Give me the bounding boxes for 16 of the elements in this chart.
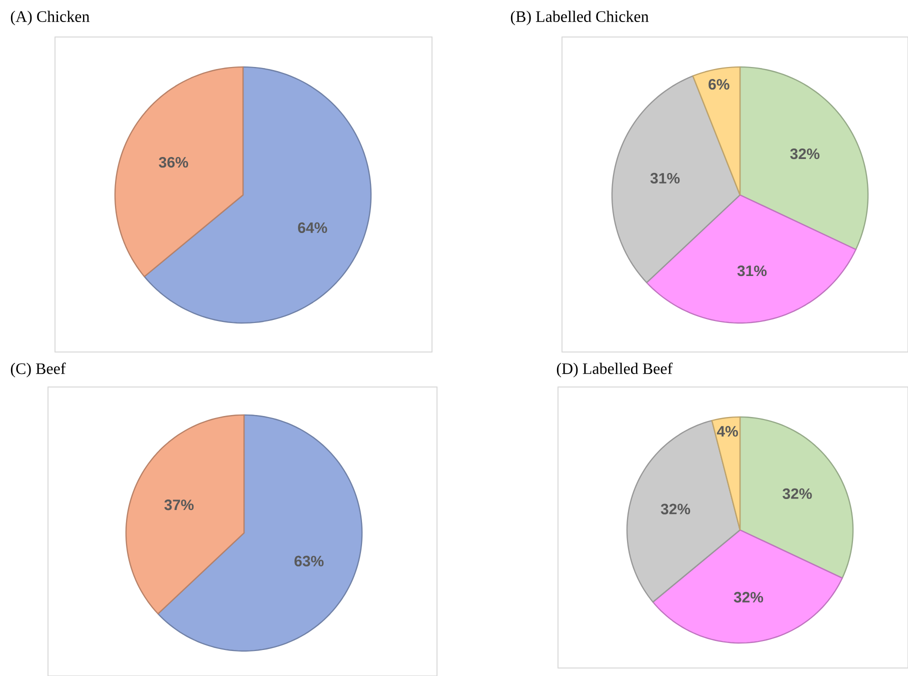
chart-title: (B) Labelled Chicken [510,10,649,26]
data-label: 37% [164,500,194,510]
data-label: 32% [734,592,764,603]
data-label: 32% [660,504,690,514]
data-label: 4% [716,426,738,437]
data-label: 32% [782,488,812,499]
chart-title: (A) Chicken [10,10,90,26]
data-label: 64% [298,222,328,233]
data-label: 31% [650,172,680,184]
data-label: 63% [294,556,324,566]
data-label: 31% [737,266,767,276]
chart-title: (D) Labelled Beef [556,362,673,378]
data-label: 32% [790,148,820,160]
data-label: 6% [708,79,730,90]
data-label: 36% [158,156,188,168]
chart-title: (C) Beef [10,362,66,378]
